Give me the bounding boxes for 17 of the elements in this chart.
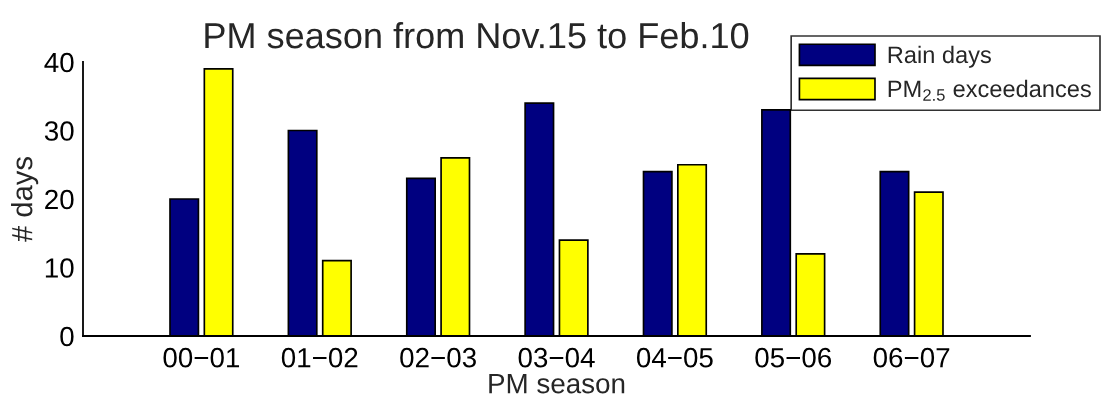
x-tick-label: 01−02 [281, 347, 358, 368]
x-tick-label: 00−01 [163, 347, 240, 368]
y-tick-label: 40 [44, 52, 74, 73]
x-tick-label: 04−05 [636, 347, 713, 368]
legend-label: Rain days [888, 45, 991, 68]
y-tick-label: 20 [45, 189, 74, 210]
legend-label: PM$_{2.5}$ exceedances [888, 79, 1091, 101]
x-tick-label: 02−03 [400, 347, 476, 368]
x-axis-title: PM season [489, 374, 625, 394]
chart-title: PM season from Nov.15 to Feb.10 [205, 21, 749, 49]
x-tick-label: 03−04 [518, 347, 595, 368]
y-axis-title: # days [11, 157, 39, 242]
x-tick-label: 05−06 [755, 347, 832, 368]
y-tick-label: 30 [44, 121, 74, 141]
y-tick-label: 0 [60, 326, 74, 347]
x-tick-label: 06−07 [873, 347, 950, 368]
y-tick-label: 10 [45, 258, 74, 278]
